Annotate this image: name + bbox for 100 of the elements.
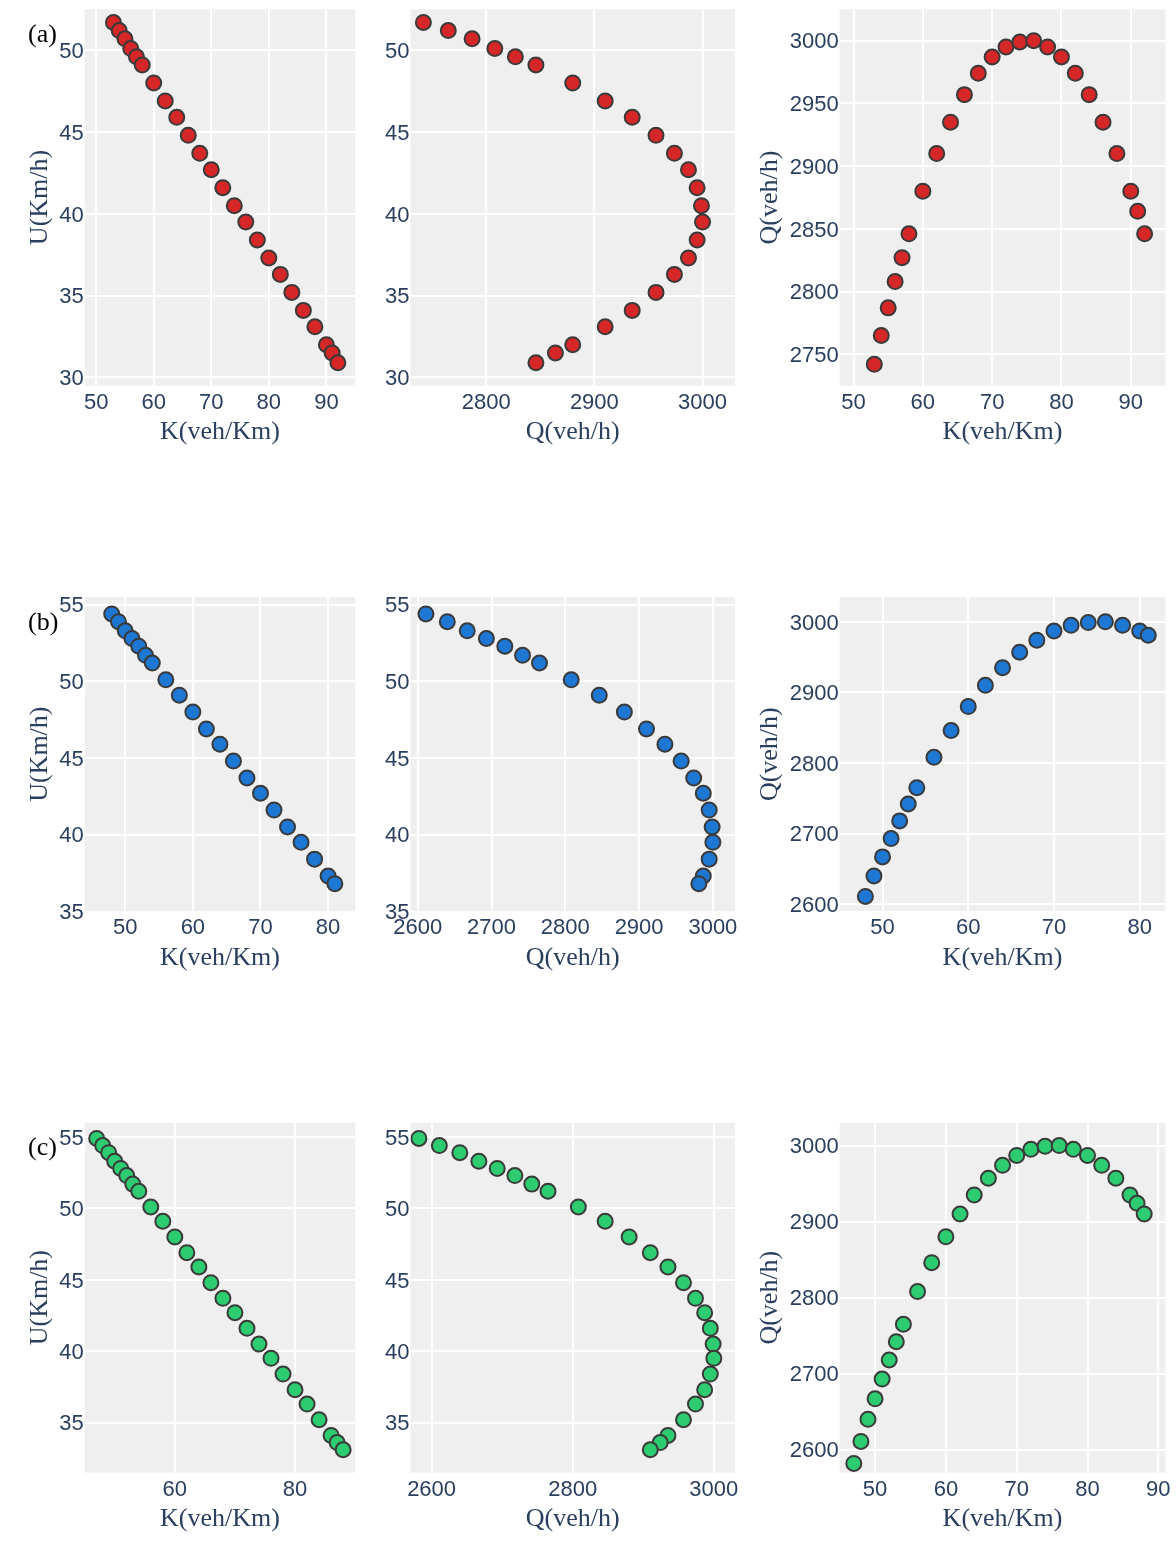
- x-tick-label: 70: [1041, 914, 1067, 940]
- x-tick-label: 3000: [688, 914, 738, 940]
- y-tick-label: 35: [384, 1410, 410, 1436]
- point: [477, 629, 495, 647]
- y-axis-title: U(Km/h): [23, 706, 53, 802]
- x-tick-label: 50: [83, 388, 109, 414]
- point: [214, 179, 232, 197]
- point: [1136, 225, 1154, 243]
- point: [976, 676, 994, 694]
- point: [874, 848, 892, 866]
- point: [899, 795, 917, 813]
- y-tick-label: 55: [384, 1124, 410, 1150]
- point: [1011, 33, 1029, 51]
- point: [908, 779, 926, 797]
- point: [546, 344, 564, 362]
- x-tick-label: 70: [1004, 1475, 1029, 1501]
- point: [1025, 32, 1043, 50]
- point: [202, 1274, 220, 1292]
- y-tick-label: 50: [384, 669, 410, 695]
- point: [704, 1335, 722, 1353]
- point: [1108, 145, 1126, 163]
- point: [271, 265, 289, 283]
- point: [891, 812, 909, 830]
- point: [1122, 182, 1140, 200]
- x-tick-label: 90: [314, 388, 339, 414]
- point: [909, 1283, 927, 1301]
- x-tick-label: 70: [979, 388, 1005, 414]
- point: [979, 1169, 997, 1187]
- point: [438, 613, 456, 631]
- x-axis-title: Q(veh/h): [525, 1503, 620, 1533]
- point: [527, 56, 545, 74]
- point: [298, 1395, 316, 1413]
- y-tick-label: 45: [384, 1267, 410, 1293]
- y-tick-label: 40: [384, 1338, 410, 1364]
- point: [955, 86, 973, 104]
- x-tick-label: 50: [862, 1475, 888, 1501]
- x-tick-label: 80: [1127, 914, 1152, 940]
- y-tick-label: 50: [59, 37, 84, 63]
- point: [942, 113, 960, 131]
- point: [310, 1411, 328, 1429]
- point: [486, 40, 504, 58]
- point: [451, 1144, 469, 1162]
- point: [590, 686, 608, 704]
- y-tick-label: 35: [59, 1410, 84, 1436]
- point: [914, 182, 932, 200]
- y-axis-title: Q(veh/h): [754, 1250, 784, 1345]
- y-tick-label: 3000: [789, 28, 839, 54]
- point: [145, 74, 163, 92]
- point: [190, 1258, 208, 1276]
- point: [704, 833, 722, 851]
- y-tick-label: 50: [59, 669, 84, 695]
- y-tick-label: 50: [384, 37, 410, 63]
- point: [506, 48, 524, 66]
- point: [1139, 626, 1157, 644]
- x-tick-label: 2900: [569, 388, 619, 414]
- y-tick-label: 35: [59, 898, 84, 924]
- point: [306, 318, 324, 336]
- x-tick-label: 60: [180, 914, 206, 940]
- point: [928, 145, 946, 163]
- point: [694, 784, 712, 802]
- point: [1050, 1137, 1068, 1155]
- point: [250, 1335, 268, 1353]
- y-tick-label: 45: [59, 745, 84, 771]
- y-tick-label: 2950: [789, 91, 839, 117]
- point: [514, 646, 532, 664]
- y-tick-label: 3000: [789, 609, 839, 635]
- point: [623, 301, 641, 319]
- text: (a): [28, 19, 57, 48]
- point: [191, 144, 209, 162]
- point: [283, 283, 301, 301]
- point: [1039, 38, 1057, 56]
- point: [1093, 1156, 1111, 1174]
- point: [562, 671, 580, 689]
- point: [882, 830, 900, 848]
- point: [866, 1390, 884, 1408]
- point: [225, 197, 243, 215]
- y-tick-label: 2900: [789, 680, 839, 706]
- point: [1064, 1140, 1082, 1158]
- y-tick-label: 2900: [789, 153, 839, 179]
- x-tick-label: 2800: [461, 388, 511, 414]
- x-tick-label: 90: [1118, 388, 1144, 414]
- point: [641, 1244, 659, 1262]
- x-axis-title: K(veh/Km): [942, 941, 1063, 971]
- point: [1011, 643, 1029, 661]
- point: [410, 1129, 428, 1147]
- x-tick-label: 60: [933, 1475, 959, 1501]
- point: [238, 769, 256, 787]
- y-tick-label: 3000: [789, 1133, 839, 1159]
- point: [142, 1198, 160, 1216]
- x-axis-title: K(veh/Km): [942, 416, 1063, 446]
- point: [879, 299, 897, 317]
- x-tick-label: 50: [870, 914, 895, 940]
- text: (b): [28, 607, 59, 636]
- x-tick-label: 2800: [548, 1475, 598, 1501]
- point: [1008, 1146, 1026, 1164]
- point: [686, 1395, 704, 1413]
- y-tick-label: 50: [384, 1196, 410, 1222]
- point: [951, 1205, 969, 1223]
- point: [1129, 202, 1147, 220]
- point: [959, 698, 977, 716]
